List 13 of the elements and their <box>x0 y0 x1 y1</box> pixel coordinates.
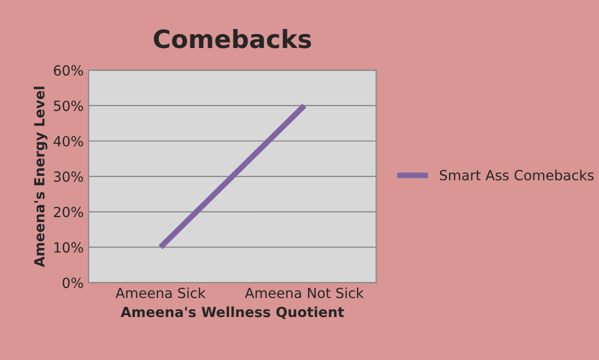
y-tick-label: 30% <box>54 171 84 182</box>
x-tick-label: Ameena Not Sick <box>244 287 364 298</box>
y-tick-label: 20% <box>54 206 84 218</box>
legend-label: Smart Ass Comebacks <box>440 170 594 180</box>
y-tick-label: 10% <box>54 242 84 253</box>
y-tick-label: 60% <box>54 65 84 76</box>
x-tick-label: Ameena Sick <box>116 287 206 298</box>
y-tick-label: 0% <box>62 278 84 288</box>
y-tick-label: 40% <box>54 136 84 146</box>
y-axis-title: Ameena's Energy Level <box>34 86 48 268</box>
chart-title: Comebacks <box>154 28 312 48</box>
x-axis-title: Ameena's Wellness Quotient <box>120 306 344 320</box>
y-tick-label: 50% <box>54 100 84 112</box>
